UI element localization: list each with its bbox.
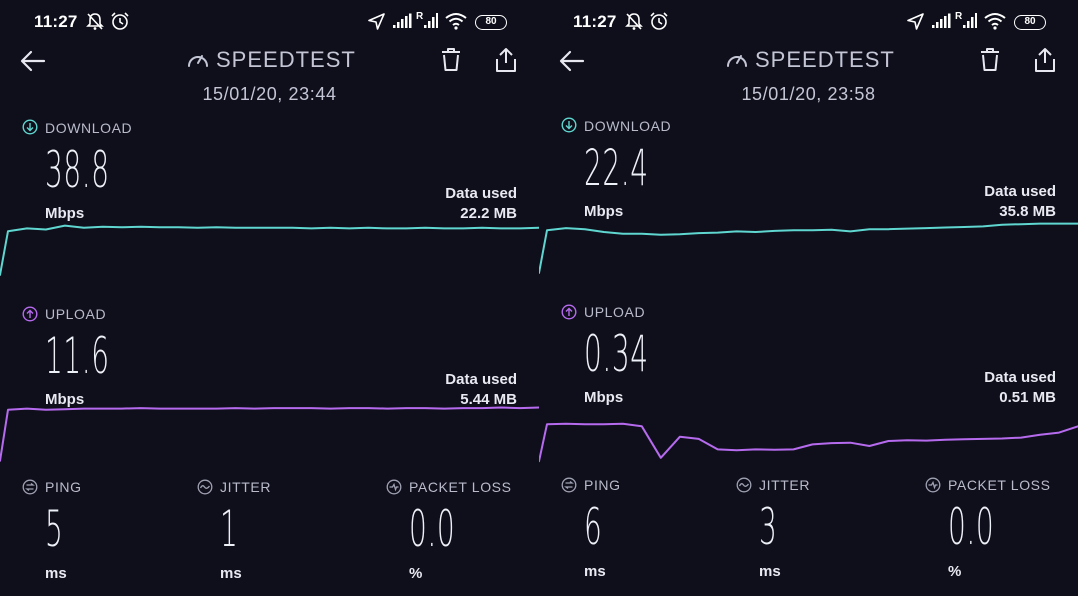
upload-value: 11.6 <box>45 327 110 385</box>
speed-line <box>539 422 1078 463</box>
signal-icon <box>932 13 951 28</box>
upload-icon <box>22 306 38 322</box>
download-value: 22.4 <box>584 139 649 197</box>
download-data-used-value: 22.2 MB <box>460 205 517 222</box>
jitter-unit: ms <box>220 565 242 582</box>
ping-unit: ms <box>584 563 606 580</box>
speed-line <box>0 224 539 276</box>
ping-value: 6 <box>584 498 603 556</box>
upload-unit: Mbps <box>584 389 624 406</box>
wifi-icon <box>445 13 467 30</box>
share-icon[interactable] <box>1033 47 1057 73</box>
ping-value: 5 <box>45 500 64 558</box>
packet-loss-icon <box>925 477 941 493</box>
speedometer-icon <box>727 55 747 67</box>
ping-unit: ms <box>45 565 67 582</box>
speedtest-result-screen: 11:27 R <box>0 8 539 582</box>
location-arrow-icon <box>368 13 385 30</box>
packet-loss-unit: % <box>948 563 962 580</box>
alarm-off-icon <box>625 13 643 30</box>
test-datetime: 15/01/20, 23:58 <box>741 84 876 104</box>
ping-icon <box>561 477 577 493</box>
packet-loss-label: PACKET LOSS <box>948 477 1051 493</box>
download-label: DOWNLOAD <box>584 118 672 134</box>
battery-icon: 80 <box>1014 15 1046 30</box>
ping-label: PING <box>584 477 621 493</box>
ping-label: PING <box>45 479 82 495</box>
svg-text:R: R <box>955 11 963 22</box>
download-data-used-value: 35.8 MB <box>999 203 1056 220</box>
app-title: SPEEDTEST <box>216 47 356 72</box>
alarm-clock-icon <box>650 12 668 30</box>
download-unit: Mbps <box>45 205 85 222</box>
back-arrow-icon[interactable] <box>559 50 585 72</box>
upload-data-used-label: Data used <box>984 369 1056 386</box>
jitter-value: 3 <box>759 498 778 556</box>
jitter-icon <box>197 479 213 495</box>
app-header: SPEEDTEST 15/01/20, 23:58 <box>539 42 1078 112</box>
speed-line <box>539 222 1078 274</box>
download-data-used-label: Data used <box>984 183 1056 200</box>
status-bar: 11:27 R <box>539 8 1078 36</box>
upload-unit: Mbps <box>45 391 85 408</box>
download-speed-graph <box>539 222 1078 274</box>
jitter-value: 1 <box>220 500 239 558</box>
upload-data-used-value: 0.51 MB <box>999 389 1056 406</box>
packet-loss-icon <box>386 479 402 495</box>
location-arrow-icon <box>907 13 924 30</box>
upload-data-used: Data used 5.44 MB <box>445 370 517 410</box>
share-icon[interactable] <box>494 47 518 73</box>
jitter-label: JITTER <box>220 479 272 495</box>
upload-speed-graph <box>539 422 1078 463</box>
download-data-used: Data used 22.2 MB <box>445 184 517 224</box>
signal-icon <box>393 13 412 28</box>
download-unit: Mbps <box>584 203 624 220</box>
download-data-used-label: Data used <box>445 185 517 202</box>
upload-data-used-value: 5.44 MB <box>460 391 517 408</box>
alarm-clock-icon <box>111 12 129 30</box>
download-speed-graph <box>0 224 539 276</box>
upload-data-used-label: Data used <box>445 371 517 388</box>
app-header: SPEEDTEST 15/01/20, 23:44 <box>0 42 539 112</box>
speedometer-icon <box>188 55 208 67</box>
jitter-icon <box>736 477 752 493</box>
packet-loss-label: PACKET LOSS <box>409 479 512 495</box>
signal-roaming-icon: R <box>955 11 977 28</box>
app-title: SPEEDTEST <box>755 47 895 72</box>
status-time: 11:27 <box>34 12 78 31</box>
upload-data-used: Data used 0.51 MB <box>984 368 1056 408</box>
download-icon <box>22 119 38 135</box>
status-time: 11:27 <box>573 12 617 31</box>
upload-label: UPLOAD <box>45 306 107 322</box>
speedtest-result-screen: 11:27 R <box>539 0 1078 596</box>
upload-speed-graph <box>0 406 539 462</box>
download-value: 38.8 <box>45 141 110 199</box>
ping-icon <box>22 479 38 495</box>
download-icon <box>561 117 577 133</box>
packet-loss-value: 0.0 <box>409 500 456 558</box>
upload-value: 0.34 <box>584 325 649 383</box>
back-arrow-icon[interactable] <box>20 50 46 72</box>
jitter-unit: ms <box>759 563 781 580</box>
trash-icon[interactable] <box>979 47 1001 73</box>
download-data-used: Data used 35.8 MB <box>984 182 1056 222</box>
battery-icon: 80 <box>475 15 507 30</box>
download-label: DOWNLOAD <box>45 120 133 136</box>
signal-roaming-icon: R <box>416 11 438 28</box>
test-datetime: 15/01/20, 23:44 <box>202 84 337 104</box>
status-bar: 11:27 R <box>0 8 539 36</box>
speed-line <box>0 406 539 462</box>
trash-icon[interactable] <box>440 47 462 73</box>
packet-loss-value: 0.0 <box>948 498 995 556</box>
packet-loss-unit: % <box>409 565 423 582</box>
alarm-off-icon <box>86 13 104 30</box>
svg-text:R: R <box>416 11 424 22</box>
wifi-icon <box>984 13 1006 30</box>
upload-label: UPLOAD <box>584 304 646 320</box>
upload-icon <box>561 304 577 320</box>
jitter-label: JITTER <box>759 477 811 493</box>
